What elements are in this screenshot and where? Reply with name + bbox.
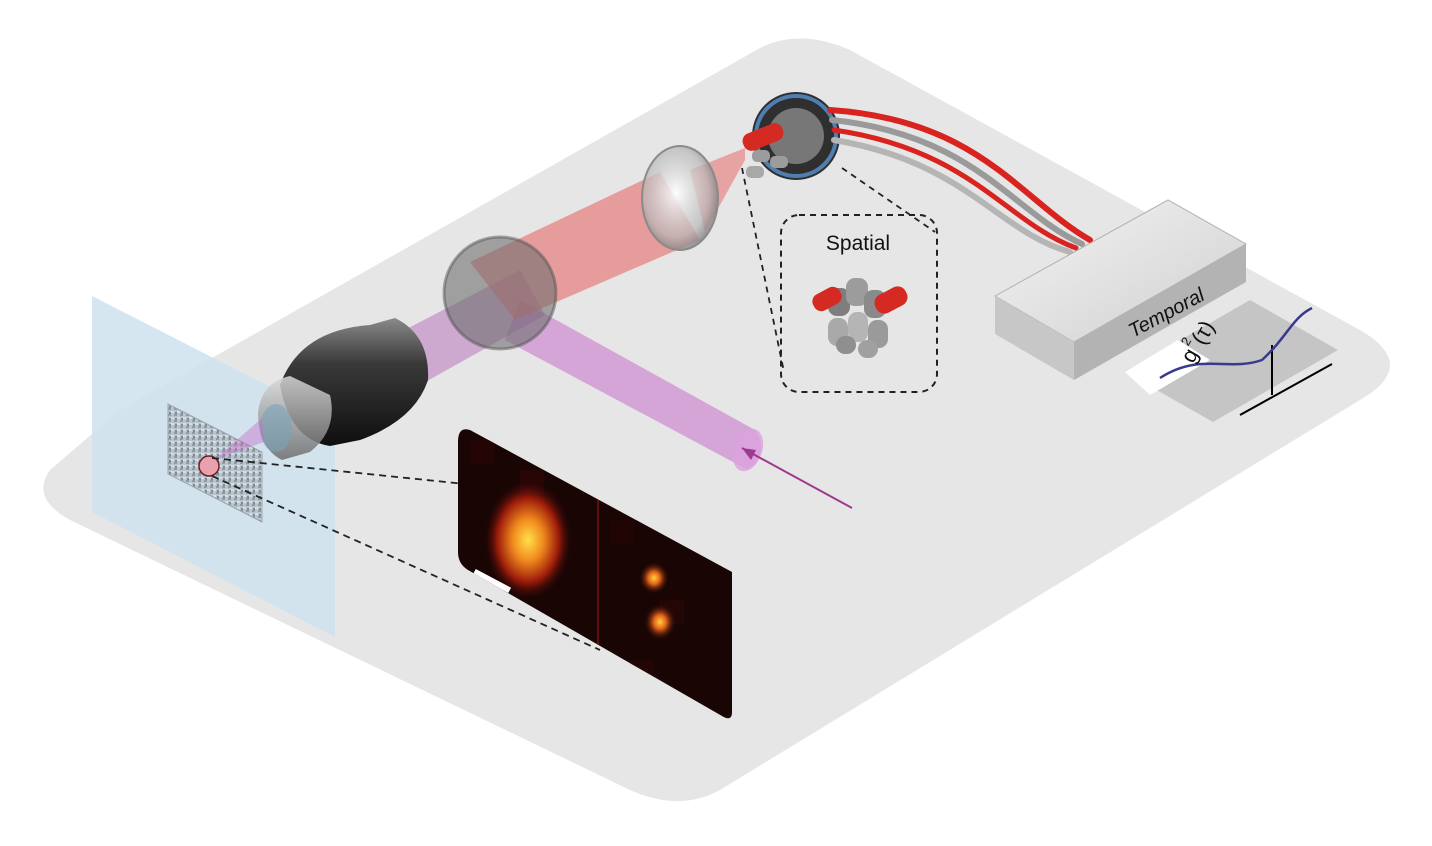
scale-bar [472,568,512,594]
g2-axis [1239,363,1333,416]
focused-spot-2 [644,604,676,640]
tube-lens-icon [641,145,719,251]
spatial-leader-1 [741,167,785,373]
focus-spot [198,455,220,477]
excitation-beam [505,300,762,470]
detector-array-icon [993,199,1248,380]
spatial-leader-2 [841,167,936,233]
fibers [827,107,1093,255]
g2-curve [1159,306,1313,380]
fiber-bundle-icon [742,92,840,180]
g2-plot [1125,300,1338,422]
lens-icon [444,237,556,349]
fiber-cross-section [812,278,908,358]
lens-rim [442,235,558,351]
focus-cone [214,418,264,460]
spatial-inset [780,214,938,393]
inset-leader-2 [211,475,601,651]
excitation-arrow-head [742,448,756,460]
excitation-arrow [741,447,853,509]
diffuse-spot [484,480,572,600]
objective-front-lens [260,404,292,452]
focused-spot-1 [639,562,669,594]
spatial-label: Spatial [826,232,890,255]
